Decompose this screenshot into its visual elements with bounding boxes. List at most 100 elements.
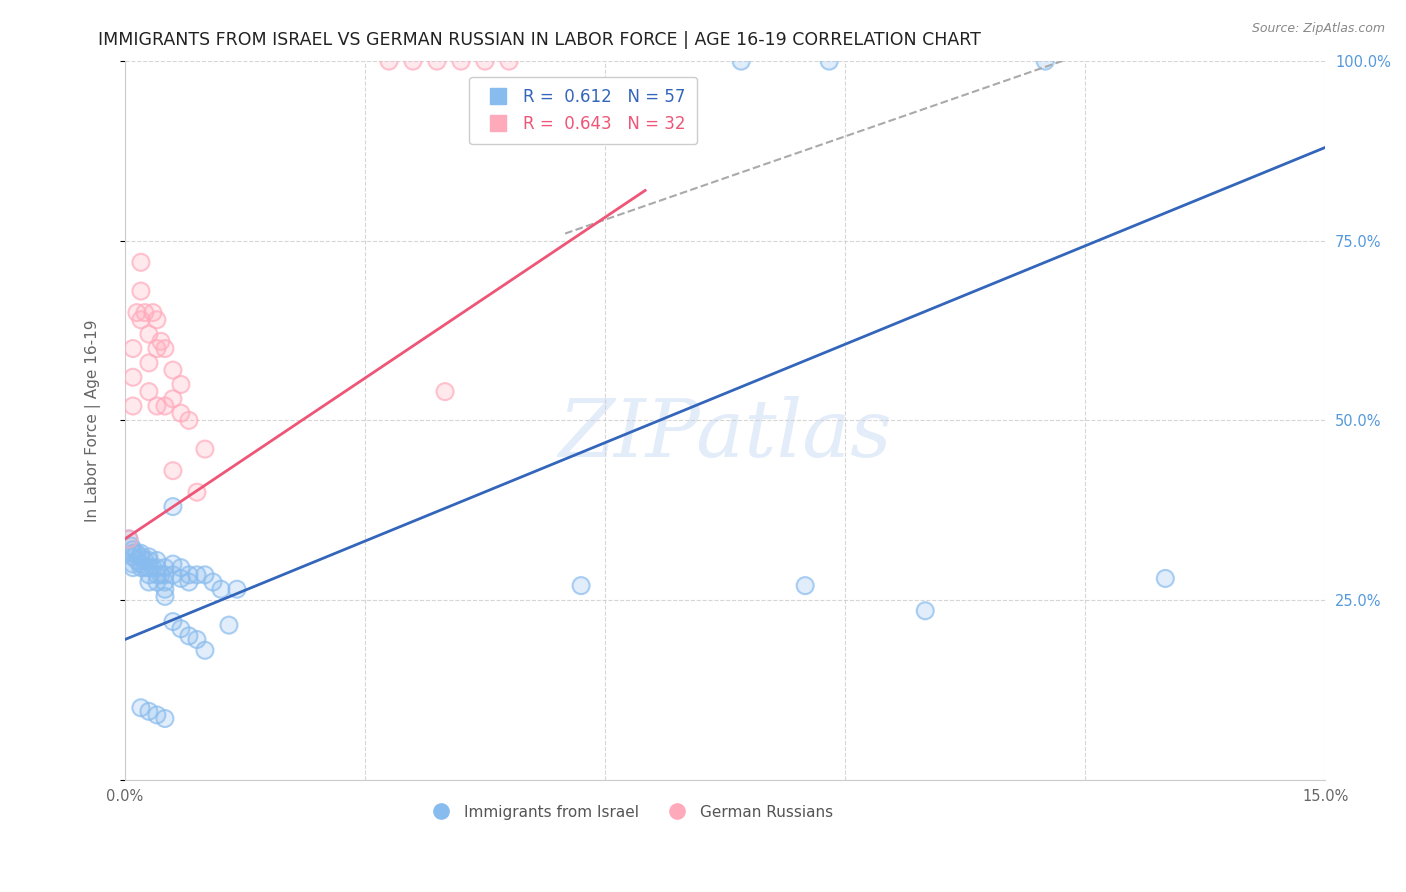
Point	[122, 542, 145, 557]
Point	[122, 342, 145, 356]
Point	[170, 560, 193, 574]
Point	[218, 618, 240, 632]
Point	[170, 560, 193, 574]
Point	[118, 532, 141, 546]
Point	[146, 313, 169, 327]
Point	[201, 574, 224, 589]
Point	[120, 539, 142, 553]
Point	[434, 384, 457, 399]
Point	[170, 406, 193, 420]
Point	[138, 553, 160, 567]
Point	[218, 618, 240, 632]
Point	[162, 392, 184, 406]
Point	[122, 546, 145, 560]
Point	[129, 549, 152, 564]
Point	[498, 54, 520, 69]
Point	[177, 413, 200, 427]
Point	[129, 700, 152, 714]
Point	[162, 567, 184, 582]
Point	[569, 579, 592, 593]
Point	[125, 553, 148, 567]
Point	[209, 582, 232, 597]
Point	[162, 615, 184, 629]
Point	[129, 255, 152, 269]
Point	[818, 54, 841, 69]
Point	[162, 500, 184, 514]
Point	[138, 549, 160, 564]
Point	[153, 574, 176, 589]
Point	[194, 643, 217, 657]
Point	[146, 560, 169, 574]
Point	[186, 485, 208, 500]
Point	[186, 567, 208, 582]
Point	[146, 313, 169, 327]
Point	[153, 560, 176, 574]
Point	[149, 567, 172, 582]
Point	[226, 582, 249, 597]
Point	[146, 553, 169, 567]
Point	[170, 377, 193, 392]
Point	[129, 700, 152, 714]
Point	[730, 54, 752, 69]
Point	[170, 571, 193, 585]
Point	[138, 574, 160, 589]
Point	[142, 560, 165, 574]
Point	[153, 712, 176, 726]
Point	[153, 399, 176, 413]
Point	[162, 363, 184, 377]
Point	[146, 567, 169, 582]
Point	[134, 560, 156, 574]
Point	[138, 356, 160, 370]
Point	[138, 560, 160, 574]
Point	[153, 590, 176, 604]
Point	[194, 567, 217, 582]
Point	[162, 567, 184, 582]
Legend: Immigrants from Israel, German Russians: Immigrants from Israel, German Russians	[419, 798, 839, 826]
Point	[129, 557, 152, 571]
Point	[153, 582, 176, 597]
Point	[138, 327, 160, 342]
Point	[122, 399, 145, 413]
Point	[186, 632, 208, 647]
Point	[177, 413, 200, 427]
Point	[138, 553, 160, 567]
Point	[146, 342, 169, 356]
Point	[149, 567, 172, 582]
Point	[162, 464, 184, 478]
Point	[1033, 54, 1056, 69]
Point	[122, 399, 145, 413]
Point	[134, 553, 156, 567]
Point	[450, 54, 472, 69]
Point	[125, 553, 148, 567]
Point	[129, 549, 152, 564]
Point	[146, 708, 169, 723]
Point	[129, 313, 152, 327]
Point	[146, 342, 169, 356]
Point	[138, 704, 160, 718]
Point	[177, 574, 200, 589]
Point	[177, 567, 200, 582]
Point	[122, 560, 145, 574]
Point	[402, 54, 425, 69]
Point	[162, 615, 184, 629]
Point	[125, 546, 148, 560]
Point	[129, 313, 152, 327]
Point	[129, 284, 152, 298]
Point	[122, 557, 145, 571]
Point	[162, 500, 184, 514]
Point	[129, 546, 152, 560]
Point	[1033, 54, 1056, 69]
Point	[138, 560, 160, 574]
Point	[129, 557, 152, 571]
Point	[177, 629, 200, 643]
Point	[194, 567, 217, 582]
Point	[134, 305, 156, 319]
Point	[186, 485, 208, 500]
Point	[794, 579, 817, 593]
Point	[149, 334, 172, 349]
Point	[122, 546, 145, 560]
Point	[146, 708, 169, 723]
Point	[186, 632, 208, 647]
Point	[194, 442, 217, 456]
Point	[170, 406, 193, 420]
